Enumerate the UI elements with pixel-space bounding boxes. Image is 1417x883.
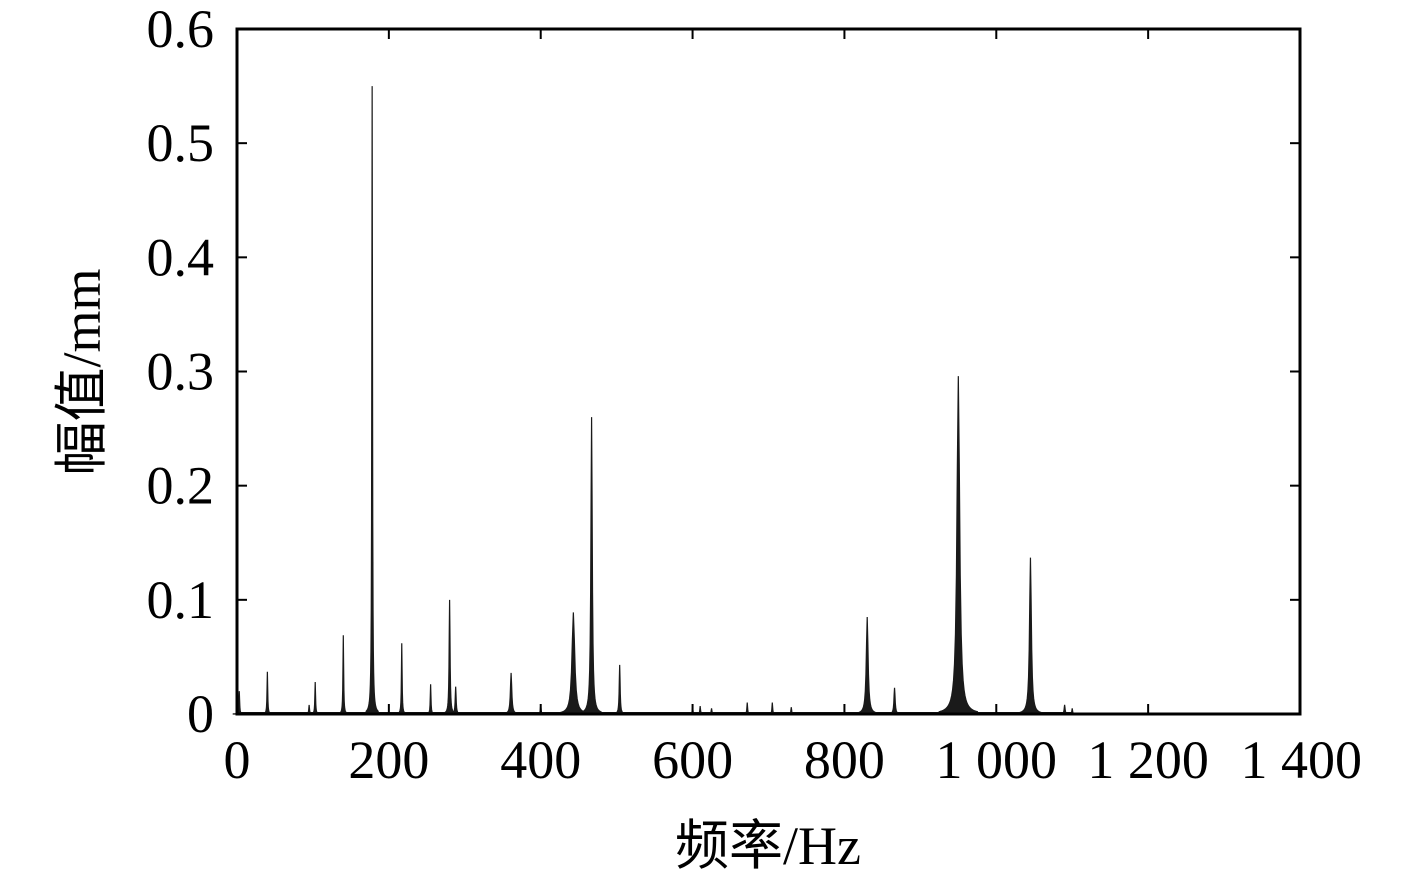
spectrum-peak xyxy=(885,687,904,715)
spectrum-peak xyxy=(612,664,627,715)
y-tick-label: 0.2 xyxy=(147,456,215,516)
spectrum-peak xyxy=(442,599,457,715)
y-tick-label: 0 xyxy=(187,684,214,744)
spectrum-peak xyxy=(853,616,881,715)
spectrum-peak xyxy=(553,612,594,715)
x-tick-label: 200 xyxy=(348,730,429,790)
spectrum-peak xyxy=(365,86,379,715)
y-tick-label: 0.1 xyxy=(147,570,215,630)
spectrum-peak xyxy=(424,684,438,715)
x-tick-label: 1 200 xyxy=(1087,730,1209,790)
plot-frame xyxy=(235,27,1302,716)
spectrum-peak xyxy=(1017,557,1044,715)
spectrum-peak xyxy=(232,691,246,715)
x-axis-tick-labels: 0 200 400 600 800 1 000 1 200 1 400 xyxy=(224,730,1363,790)
x-tick-label: 1 000 xyxy=(936,730,1058,790)
spectrum-peak xyxy=(938,376,979,715)
spectrum-peak xyxy=(395,643,409,715)
spectrum-peak xyxy=(500,672,522,715)
spectrum-peak xyxy=(260,671,274,715)
y-tick-label: 0.4 xyxy=(147,227,215,287)
x-tick-label: 600 xyxy=(652,730,733,790)
y-tick-label: 0.3 xyxy=(147,342,215,402)
y-tick-label: 0.6 xyxy=(147,0,215,59)
x-tick-label: 800 xyxy=(804,730,885,790)
y-axis-label: 幅值/mm xyxy=(52,268,112,475)
spectrum-peaks xyxy=(232,86,1079,715)
x-tick-label: 0 xyxy=(224,730,251,790)
axis-ticks xyxy=(236,28,1301,715)
y-tick-label: 0.5 xyxy=(147,113,215,173)
x-axis-label: 频率/Hz xyxy=(675,816,861,876)
x-tick-label: 1 400 xyxy=(1241,730,1363,790)
spectrum-peak xyxy=(581,417,602,715)
spectrum-peak xyxy=(308,682,322,715)
y-axis-tick-labels: 0 0.1 0.2 0.3 0.4 0.5 0.6 xyxy=(147,0,215,744)
x-tick-label: 400 xyxy=(500,730,581,790)
spectrum-peak xyxy=(336,635,350,715)
